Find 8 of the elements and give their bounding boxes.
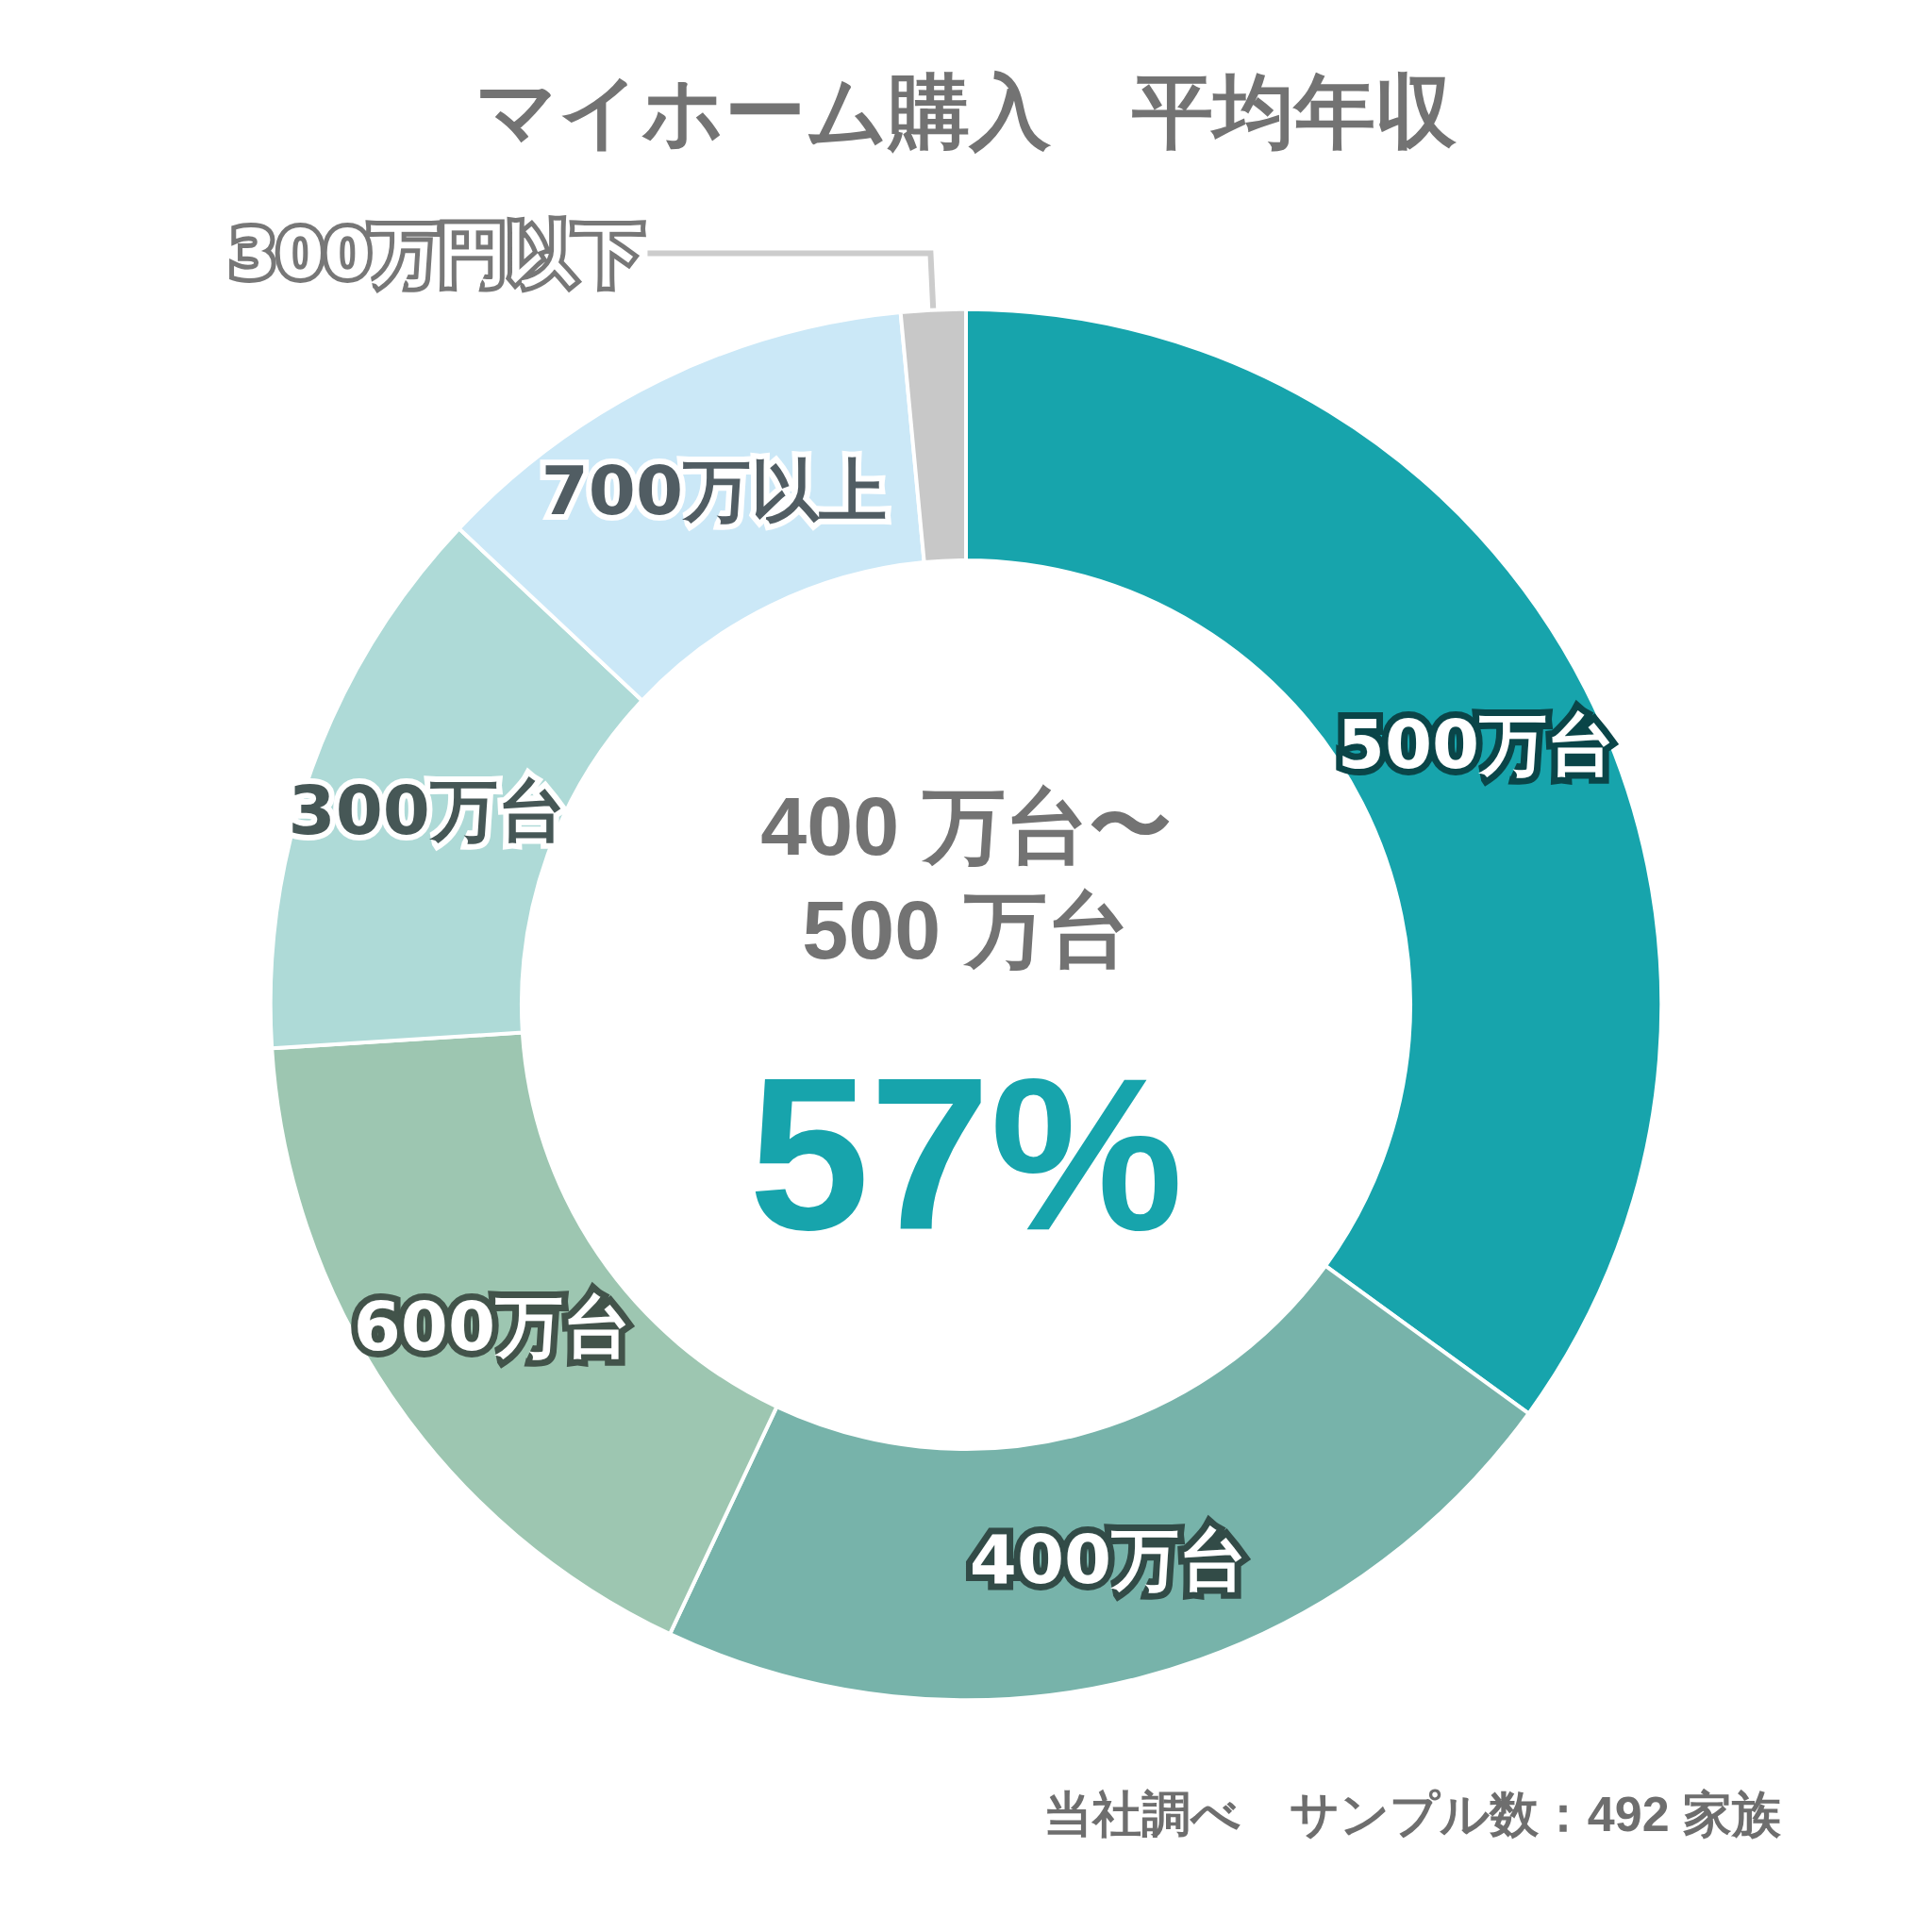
chart-title: マイホーム購入 平均年収 <box>475 64 1457 158</box>
text: 当社調べ サンプル数：492 家族 <box>1042 1786 1782 1841</box>
slice-label: 500万台 <box>1337 705 1616 785</box>
slice-label: 700万以上 <box>541 450 888 530</box>
slice-label: 400万台 <box>969 1520 1248 1600</box>
text: 400 万台〜 500 万台 <box>760 778 1172 976</box>
slice-label: 600万台 <box>353 1287 631 1367</box>
text: 57% <box>748 1033 1184 1276</box>
